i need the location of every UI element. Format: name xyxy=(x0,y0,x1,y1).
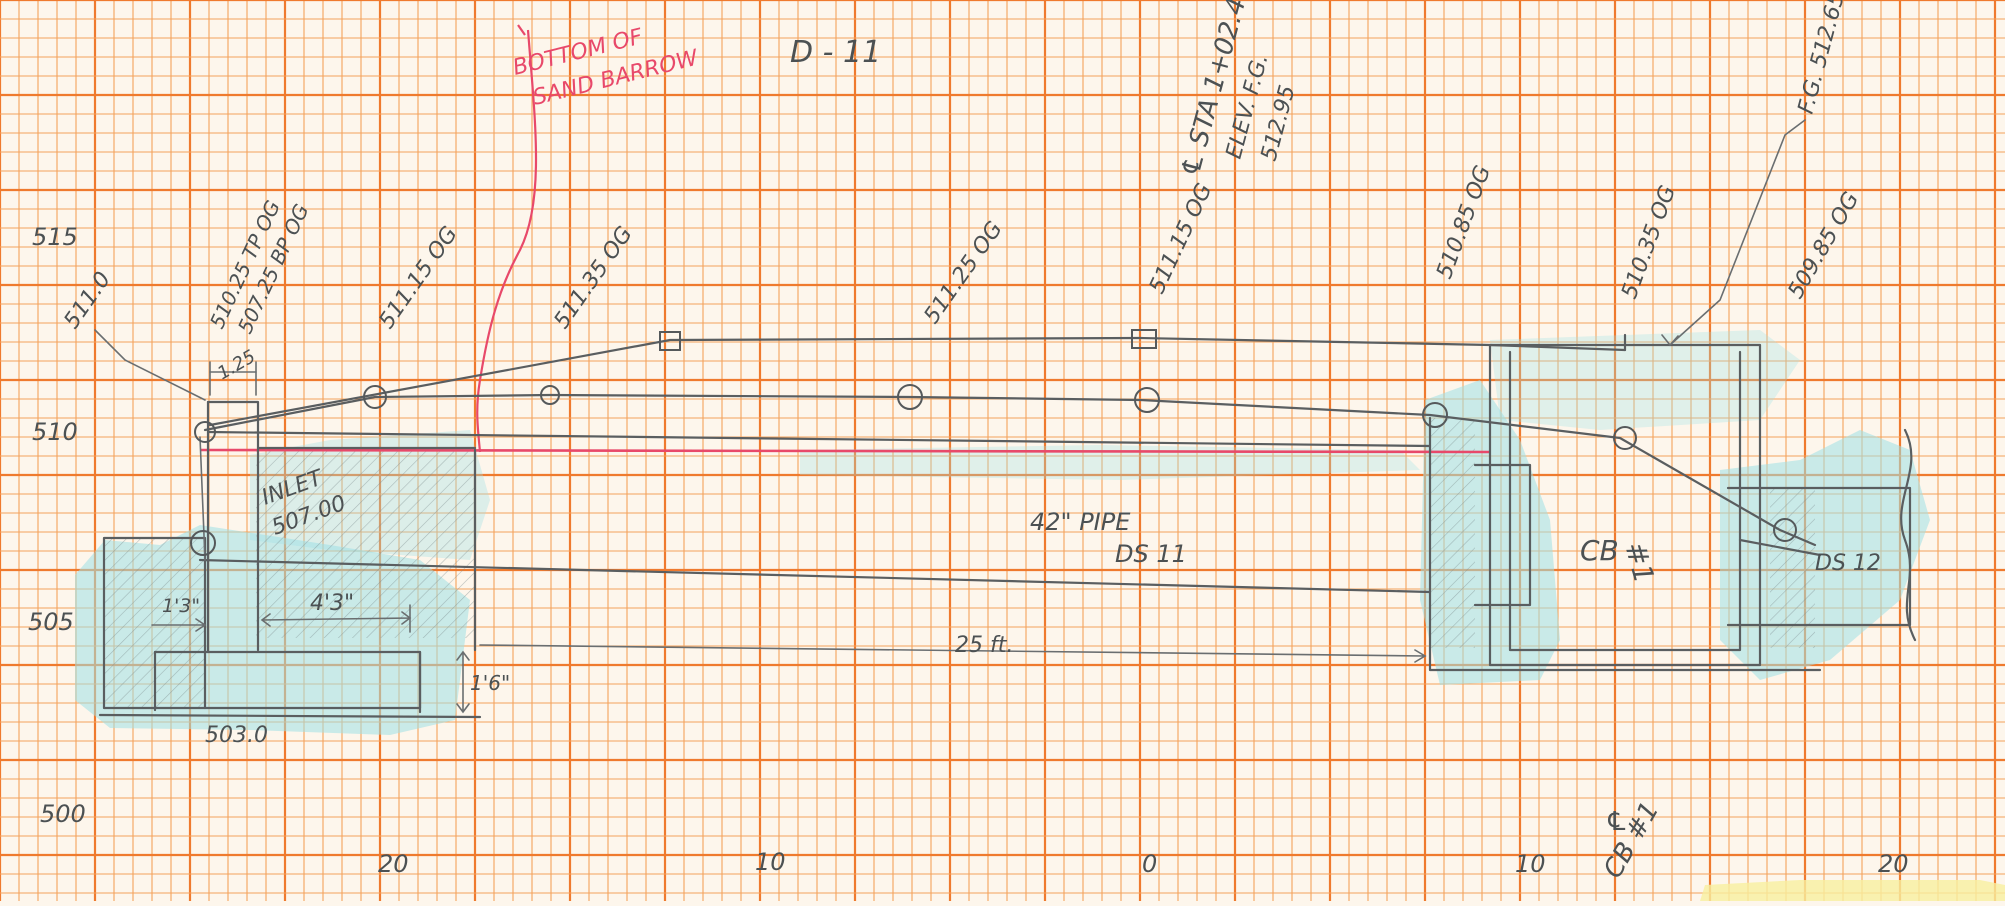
label-og2: 511.35 OG xyxy=(549,222,637,333)
offset-tick: 0 xyxy=(1142,850,1157,878)
pipe-invert-line xyxy=(198,558,1432,594)
dim-4-3: 4'3" xyxy=(310,591,354,616)
offset-axis: 20 10 0 10 20 xyxy=(378,848,1909,878)
elev-tick: 505 xyxy=(28,608,74,636)
cb-bottom-symbol: ℄ xyxy=(1605,807,1628,837)
dim-1-25: 1.25 xyxy=(214,346,259,384)
elev-tick: 515 xyxy=(32,223,78,251)
hatched-areas xyxy=(104,418,1815,708)
pipe-id: DS 11 xyxy=(1115,540,1187,568)
sheet-title: D - 11 xyxy=(790,35,881,70)
marker-circle xyxy=(190,530,216,556)
dim-1-6: 1'6" xyxy=(470,671,510,695)
marker-circle xyxy=(1773,518,1797,542)
elev-tick: 510 xyxy=(32,418,78,446)
marker-circle xyxy=(363,385,387,409)
offset-tick: 10 xyxy=(1515,850,1546,878)
dim-base: 503.0 xyxy=(205,723,268,748)
label-og4: 511.15 OG xyxy=(1145,180,1218,298)
marker-circle xyxy=(897,384,923,410)
cb-label: CB xyxy=(1580,534,1619,567)
marker-circle xyxy=(1613,426,1637,450)
offset-tick: 20 xyxy=(1878,850,1909,878)
offset-tick: 10 xyxy=(755,848,786,876)
marker-circle xyxy=(1422,402,1448,428)
pipe-crown-line xyxy=(206,430,1432,448)
fg-label: F.G. 512.65 xyxy=(1794,0,1850,117)
cb-number: #1 xyxy=(1618,538,1661,586)
dim-25ft: 25 ft. xyxy=(955,633,1013,658)
marker-square xyxy=(1131,329,1157,349)
label-og5: 510.85 OG xyxy=(1432,162,1496,282)
label-511: 511.0 xyxy=(59,268,116,334)
yellow-patch xyxy=(1700,880,2005,901)
ds12-label: DS 12 xyxy=(1815,551,1881,576)
pipe-label: 42" PIPE xyxy=(1030,508,1131,536)
pencil-linework xyxy=(94,119,1917,719)
marker-circle xyxy=(540,385,560,405)
label-og3: 511.25 OG xyxy=(919,217,1007,328)
marker-square xyxy=(659,331,681,351)
marker-circle xyxy=(1134,387,1160,413)
inlet-wall xyxy=(206,400,260,652)
marker-circle xyxy=(194,421,216,443)
elevation-axis: 515 510 505 500 xyxy=(28,223,86,828)
elev-tick: 500 xyxy=(40,800,86,828)
station-markers xyxy=(190,329,1797,556)
offset-tick: 20 xyxy=(378,850,409,878)
label-og1: 511.15 OG xyxy=(374,222,462,333)
dim-1-3: 1'3" xyxy=(162,595,200,617)
red-bottom-line xyxy=(199,24,1491,454)
